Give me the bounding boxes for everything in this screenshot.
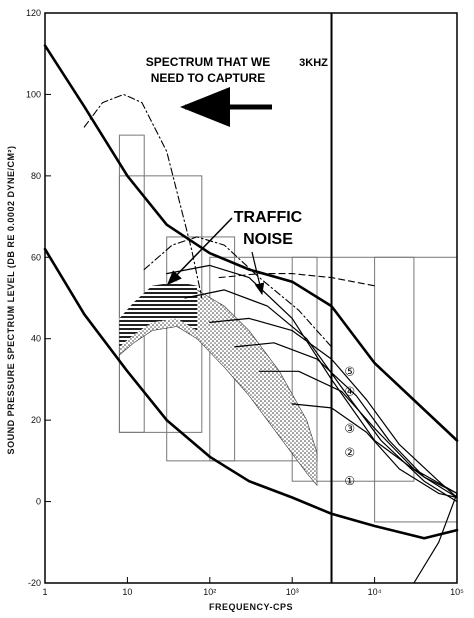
x-tick-label: 10³	[286, 587, 299, 597]
curve-marker-1: ①	[344, 474, 355, 488]
background-rect-5	[291, 256, 415, 482]
x-tick-label: 10⁴	[368, 587, 382, 597]
x-tick-label: 10	[122, 587, 132, 597]
y-axis-label: SOUND PRESSURE SPECTRUM LEVEL (DB RE 0.0…	[6, 146, 16, 455]
traffic-noise-line2: NOISE	[243, 231, 293, 248]
axis-ticks: -20 0 20 40 60 80 100 120 1 10 10² 10³ 10⁴ 10⁵	[26, 8, 464, 597]
spectrum-curve-8	[209, 317, 458, 499]
spectrum-curve-2	[43, 247, 459, 540]
spectrum-curve-5	[218, 273, 376, 287]
curve-marker-3: ③	[344, 421, 355, 435]
background-rect-6	[374, 256, 458, 523]
spectrum-curve-3	[83, 93, 203, 299]
traffic-noise-line1: TRAFFIC	[234, 209, 303, 226]
spectrum-curve-9	[234, 342, 458, 499]
spectrum-curves	[43, 44, 459, 584]
traffic-noise-band	[119, 281, 318, 487]
traffic-arrow-left	[166, 217, 233, 286]
spectrum-curve-6	[166, 264, 458, 494]
y-tick-label: 100	[26, 89, 41, 99]
y-tick-label: 60	[31, 252, 41, 262]
spectrum-curve-12	[413, 492, 458, 584]
3khz-label: 3KHZ	[299, 57, 328, 69]
spectrum-curve-7	[184, 289, 458, 503]
spectrum-curve-1	[43, 44, 459, 442]
spectrum-curve-11	[291, 403, 458, 499]
spectrum-title-line2: NEED TO CAPTURE	[151, 71, 265, 85]
y-tick-label: 120	[26, 8, 41, 18]
plot-frame	[44, 12, 458, 584]
x-tick-label: 10⁵	[450, 587, 464, 597]
spectrum-curve-10	[258, 370, 458, 494]
y-tick-label: 80	[31, 171, 41, 181]
traffic-noise-band-hatch	[119, 281, 197, 347]
curve-markers: ⑤ ④ ③ ② ①	[344, 364, 355, 488]
x-axis-label: FREQUENCY-CPS	[209, 602, 293, 612]
spectrum-curve-4	[143, 236, 333, 348]
y-tick-label: 0	[36, 497, 41, 507]
spectrum-title-line1: SPECTRUM THAT WE	[146, 55, 270, 69]
y-tick-label: 40	[31, 334, 41, 344]
curve-marker-2: ②	[344, 446, 355, 460]
y-tick-label: 20	[31, 415, 41, 425]
curve-marker-5: ⑤	[344, 364, 355, 378]
curve-marker-4: ④	[344, 385, 355, 399]
traffic-arrow-right	[251, 251, 265, 296]
x-tick-label: 1	[42, 587, 47, 597]
y-tick-label: -20	[28, 578, 41, 588]
x-tick-label: 10²	[203, 587, 216, 597]
